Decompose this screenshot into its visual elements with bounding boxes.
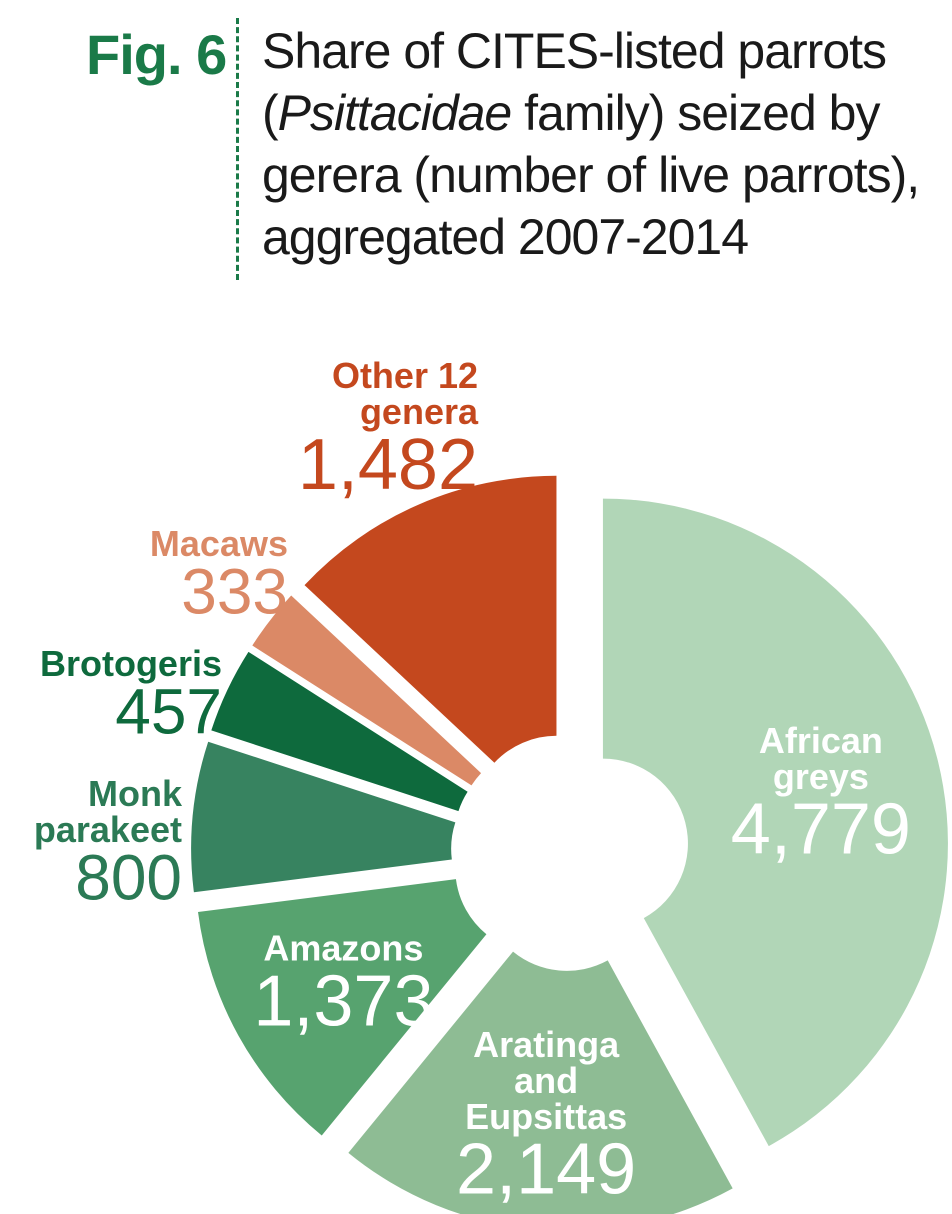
label-value-aratinga-and-eupsittas: 2,149: [456, 1130, 636, 1210]
title-text-1: Share of CITES-listed parrots (: [262, 23, 887, 141]
label-name-african-greys: greys: [773, 756, 869, 797]
slices-group: [191, 475, 948, 1214]
slice-african-greys: [602, 498, 948, 1147]
figure-header: Fig. 6 Share of CITES-listed parrots (Ps…: [0, 0, 952, 290]
figure-title: Share of CITES-listed parrots (Psittacid…: [262, 20, 942, 268]
label-value-macaws: 333: [181, 556, 288, 628]
label-value-monk-parakeet: 800: [75, 842, 182, 914]
label-value-other-12-genera: 1,482: [298, 425, 478, 505]
slice-amazons: [198, 879, 487, 1136]
label-name-other-12-genera: genera: [360, 391, 479, 432]
label-name-aratinga-and-eupsittas: Eupsittas: [465, 1096, 627, 1137]
label-name-monk-parakeet: Monk: [88, 773, 183, 814]
label-name-aratinga-and-eupsittas: Aratinga: [473, 1024, 620, 1065]
title-text-2: family) seized by gerera (number of live…: [262, 85, 920, 265]
title-text-italic: Psittacidae: [277, 85, 513, 141]
slice-aratinga-and-eupsittas: [348, 951, 733, 1214]
label-name-aratinga-and-eupsittas: and: [514, 1060, 578, 1101]
label-name-amazons: Amazons: [263, 927, 423, 968]
label-name-monk-parakeet: parakeet: [34, 809, 182, 850]
figure-label: Fig. 6: [86, 23, 227, 86]
header-divider: [236, 18, 239, 280]
label-value-amazons: 1,373: [253, 961, 433, 1041]
slice-monk-parakeet: [191, 741, 456, 893]
slice-macaws: [252, 595, 482, 786]
label-name-macaws: Macaws: [150, 523, 288, 564]
label-value-brotogeris: 457: [115, 676, 222, 748]
label-value-african-greys: 4,779: [731, 790, 911, 870]
slice-other-12-genera: [304, 475, 557, 763]
label-name-brotogeris: Brotogeris: [40, 643, 222, 684]
label-name-african-greys: African: [759, 720, 883, 761]
slice-brotogeris: [211, 651, 468, 812]
label-name-other-12-genera: Other 12: [332, 355, 478, 396]
